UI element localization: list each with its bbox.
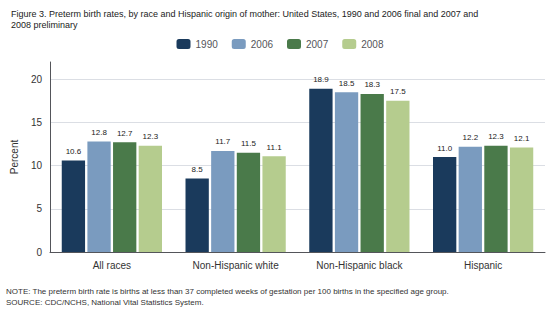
svg-text:10.6: 10.6 xyxy=(66,147,82,156)
svg-text:12.3: 12.3 xyxy=(488,132,504,141)
svg-text:SOURCE: CDC/NCHS, National Vit: SOURCE: CDC/NCHS, National Vital Statist… xyxy=(6,298,204,307)
svg-text:11.5: 11.5 xyxy=(241,139,257,148)
svg-text:NOTE: The preterm birth rate i: NOTE: The preterm birth rate is births a… xyxy=(6,287,449,296)
svg-text:17.5: 17.5 xyxy=(390,87,406,96)
svg-text:All races: All races xyxy=(93,260,131,271)
svg-text:11.7: 11.7 xyxy=(215,137,231,146)
svg-text:8.5: 8.5 xyxy=(192,165,204,174)
svg-text:15: 15 xyxy=(31,117,43,128)
svg-text:12.1: 12.1 xyxy=(514,134,530,143)
svg-text:2008 preliminary: 2008 preliminary xyxy=(11,20,78,30)
svg-text:Figure 3. Preterm birth rates,: Figure 3. Preterm birth rates, by race a… xyxy=(11,9,478,19)
svg-text:2007: 2007 xyxy=(306,39,329,50)
svg-text:20: 20 xyxy=(31,74,43,85)
svg-text:0: 0 xyxy=(36,247,42,258)
svg-text:18.9: 18.9 xyxy=(313,75,329,84)
svg-text:2006: 2006 xyxy=(251,39,274,50)
svg-text:Non-Hispanic white: Non-Hispanic white xyxy=(193,260,280,271)
svg-text:5: 5 xyxy=(36,203,42,214)
svg-text:11.1: 11.1 xyxy=(267,143,283,152)
svg-text:2008: 2008 xyxy=(361,39,384,50)
svg-text:12.7: 12.7 xyxy=(117,129,133,138)
svg-text:1990: 1990 xyxy=(196,39,219,50)
svg-text:Non-Hispanic black: Non-Hispanic black xyxy=(316,260,403,271)
svg-text:Percent: Percent xyxy=(9,140,20,175)
svg-text:18.3: 18.3 xyxy=(364,80,380,89)
svg-text:12.2: 12.2 xyxy=(463,133,479,142)
svg-text:12.8: 12.8 xyxy=(91,128,107,137)
svg-text:18.5: 18.5 xyxy=(339,79,355,88)
svg-text:12.3: 12.3 xyxy=(143,132,159,141)
svg-text:10: 10 xyxy=(31,160,43,171)
svg-text:Hispanic: Hispanic xyxy=(464,260,502,271)
svg-text:11.0: 11.0 xyxy=(437,144,453,153)
